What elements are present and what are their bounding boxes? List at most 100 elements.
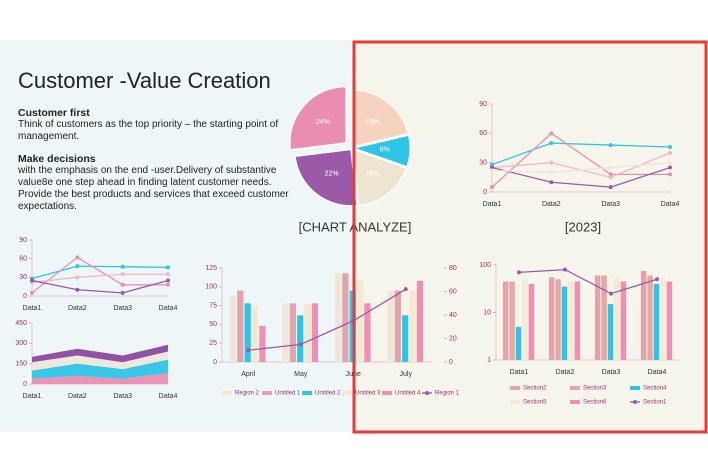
y-tick-label: 1: [487, 357, 491, 364]
legend-swatch: [510, 400, 520, 404]
bar: [555, 279, 561, 360]
slice-label: 8%: [380, 147, 390, 154]
point: [166, 265, 170, 270]
point: [246, 348, 251, 353]
pie-slice: [352, 134, 411, 168]
area: [32, 373, 168, 384]
y-tick-label: 60: [19, 256, 27, 263]
slice-label: 24%: [316, 119, 330, 126]
bar: [282, 303, 289, 362]
point: [549, 180, 554, 185]
y-tick-label: 30: [479, 160, 487, 167]
bar: [289, 303, 296, 362]
bar: [640, 270, 647, 360]
x-tick-label: Data3: [601, 201, 620, 208]
legend-label: Section2: [523, 386, 547, 392]
y-tick-label: 50: [209, 321, 217, 328]
pie-slice: [352, 89, 409, 148]
bar: [548, 277, 555, 360]
y-tick-label: 25: [209, 340, 217, 347]
legend-swatch: [425, 391, 429, 395]
point: [120, 272, 125, 277]
x-tick-label: Data3: [602, 369, 621, 376]
bar: [522, 279, 528, 360]
x-tick-label: May: [294, 371, 308, 378]
point: [75, 287, 80, 292]
bar: [653, 283, 660, 360]
y2-tick-label: 80: [449, 265, 457, 272]
x-tick-label: Data1: [23, 393, 42, 400]
bar: [660, 277, 666, 360]
bar: [647, 275, 653, 360]
point: [166, 278, 170, 283]
bar: [229, 295, 237, 362]
legend-swatch: [510, 386, 520, 390]
point: [549, 160, 554, 165]
point: [668, 165, 672, 170]
point: [120, 282, 125, 287]
bar: [502, 281, 509, 360]
bar: [394, 290, 401, 362]
line: [518, 268, 658, 295]
y-tick-label: 0: [213, 359, 217, 366]
legend-label: Section3: [583, 386, 607, 392]
legend-swatch: [570, 386, 580, 390]
point: [30, 278, 34, 283]
y-tick-label: 90: [19, 237, 27, 244]
bar: [574, 281, 581, 360]
point: [609, 291, 613, 296]
x-tick-label: Data3: [113, 393, 132, 400]
x-tick-label: Data1: [23, 305, 42, 312]
y-tick-label: 100: [479, 262, 491, 269]
legend-label: Section4: [643, 386, 667, 392]
point: [30, 290, 34, 295]
x-tick-label: Data4: [661, 201, 680, 208]
y2-tick-label: 60: [449, 288, 457, 295]
paragraph: with the emphasis on the end -user.Deliv…: [18, 165, 289, 212]
pie-slice: [289, 86, 347, 151]
bar: [251, 305, 259, 362]
legend-swatch: [262, 391, 272, 395]
bar: [387, 290, 394, 362]
legend-label: Untitled 4: [395, 391, 421, 397]
point: [549, 141, 554, 146]
point: [75, 255, 80, 260]
point: [166, 272, 170, 277]
slice-label: 16%: [365, 171, 379, 178]
legend-label: Section6: [583, 400, 607, 406]
heading: Customer first: [18, 107, 90, 119]
y-tick-label: 90: [479, 101, 487, 108]
line: [248, 288, 407, 351]
point: [668, 145, 672, 150]
legend-swatch: [570, 400, 580, 404]
bar: [515, 326, 522, 360]
y-tick-label: 60: [479, 130, 487, 137]
bar: [528, 283, 535, 360]
point: [563, 267, 567, 272]
point: [490, 162, 494, 167]
section: Customer first Think of customers as the…: [18, 107, 308, 213]
area: [32, 344, 168, 363]
point: [75, 275, 80, 280]
pie-slice: [352, 148, 407, 206]
y-tick-label: 300: [15, 340, 27, 347]
y2-tick-label: 40: [449, 312, 457, 319]
point: [75, 264, 80, 269]
legend-label: Section5: [523, 400, 547, 406]
highlight-box: [352, 40, 708, 434]
point: [668, 150, 672, 155]
bar: [568, 281, 574, 360]
y-tick-label: 0: [23, 293, 27, 300]
bar: [601, 275, 607, 360]
x-tick-label: Data1: [483, 201, 502, 208]
slice-label: 19%: [365, 119, 379, 126]
bar: [364, 303, 371, 362]
legend-swatch: [630, 386, 640, 390]
caption: [2023]: [565, 219, 601, 234]
bar: [304, 303, 311, 362]
heading: Make decisions: [18, 153, 96, 165]
point: [668, 160, 672, 165]
legend-label: Section1: [643, 400, 667, 406]
bar: [416, 280, 424, 362]
